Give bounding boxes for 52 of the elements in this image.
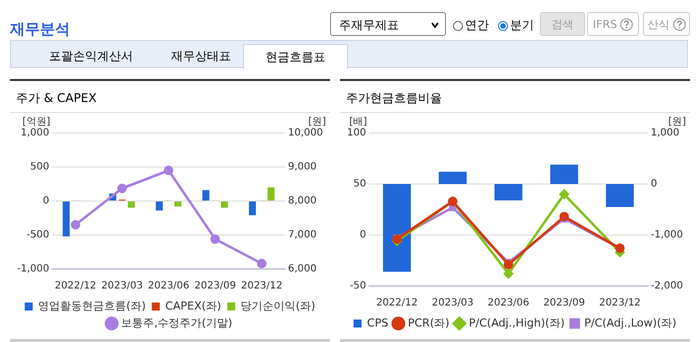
y2-tick-label: 8,000 [288, 196, 317, 207]
y2-axis-title: [원] [668, 116, 686, 128]
y2-tick-label: -2,000 [650, 280, 684, 292]
y2-tick-label: 1,000 [650, 128, 680, 139]
x-tick-label: 2022/12 [376, 298, 418, 309]
y-axis-title: [배] [349, 116, 368, 128]
y2-tick-label: 6,000 [288, 264, 317, 275]
y-tick-label: -500 [26, 230, 50, 241]
y-tick-label: 100 [346, 128, 366, 139]
legend-label: 보통주,수정주가(기말) [121, 316, 232, 330]
text: IFRS [592, 18, 618, 30]
text: 주재무제표 [339, 18, 399, 32]
chart-title: 주가현금흐름비율 [340, 81, 690, 113]
x-tick-label: 2022/12 [54, 280, 96, 292]
y-tick-label: 0 [360, 230, 366, 241]
x-tick-label: 2023/12 [599, 298, 641, 309]
legend-label: 당기순이익(좌) [240, 299, 316, 312]
y-tick-label: 1,000 [20, 128, 50, 139]
text: 포괄손익계산서 [49, 49, 133, 63]
legend-label: P/C(Adj.,Low)(좌) [584, 316, 676, 330]
y-tick-label: -50 [350, 280, 366, 292]
y2-tick-label: 0 [650, 178, 658, 190]
text: 재무상태표 [171, 49, 231, 63]
x-tick-label: 2023/06 [488, 298, 530, 309]
y2-axis-title: [원] [308, 116, 326, 128]
text: 현금흐름표 [266, 50, 326, 64]
y-tick-label: 0 [42, 196, 50, 207]
legend-label: P/C(Adj.,High)(좌) [468, 316, 565, 330]
y2-tick-label: 7,000 [288, 230, 317, 241]
y2-tick-label: -1,000 [650, 230, 684, 241]
x-tick-label: 2023/09 [194, 280, 236, 292]
y-tick-label: 50 [353, 178, 366, 190]
x-tick-label: 2023/03 [101, 280, 143, 292]
legend-label: 영업활동현금흐름(좌) [38, 299, 146, 312]
x-tick-label: 2023/09 [543, 298, 585, 309]
legend-label: PCR(좌) [408, 316, 450, 330]
text: 산식 [648, 16, 670, 32]
y2-tick-label: 10,000 [288, 128, 324, 139]
legend-label: CPS [367, 316, 388, 330]
y-tick-label: -1,000 [16, 264, 50, 275]
x-tick-label: 2023/03 [432, 298, 474, 309]
text: 연간 [465, 17, 489, 34]
text: 재무분석 [10, 20, 70, 39]
y2-tick-label: 9,000 [288, 162, 317, 173]
y-axis-title: [억원] [22, 116, 50, 128]
x-tick-label: 2023/06 [148, 280, 190, 292]
legend-label: CAPEX(좌) [165, 299, 222, 312]
x-tick-label: 2023/12 [240, 280, 283, 292]
chart-title: 주가 & CAPEX [10, 81, 330, 113]
text: 분기 [510, 17, 534, 34]
y-tick-label: 500 [30, 162, 50, 173]
text: 검색 [552, 16, 574, 32]
